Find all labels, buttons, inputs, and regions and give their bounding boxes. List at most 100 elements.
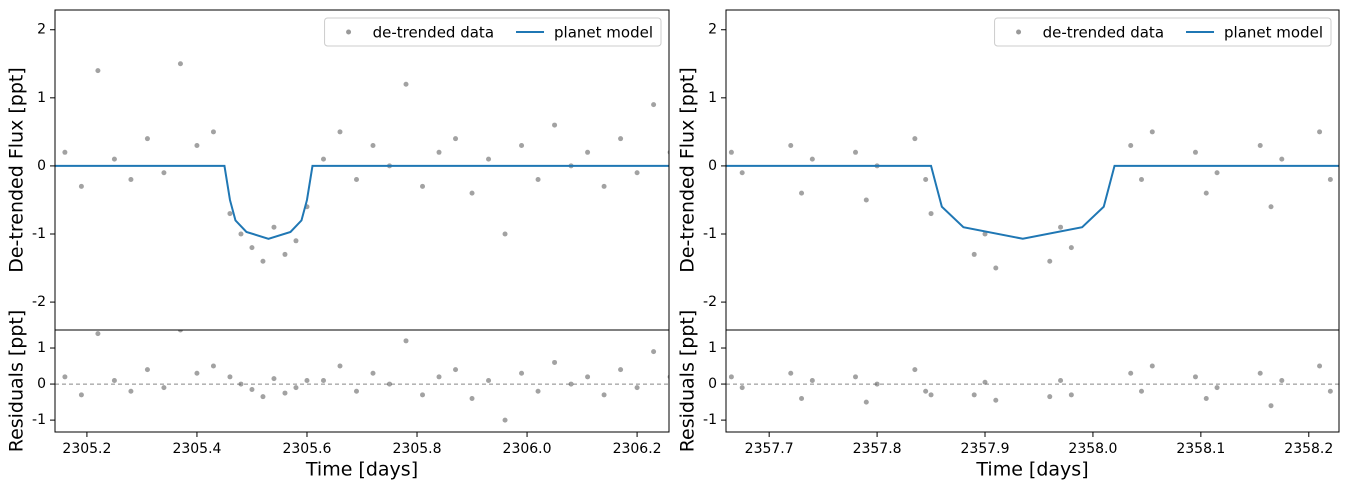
data-point [1214, 385, 1220, 391]
x-tick-label: 2358.1 [1176, 441, 1225, 457]
y-tick-label: 2 [37, 22, 46, 38]
data-point [799, 395, 805, 401]
data-point [971, 392, 977, 398]
y-tick-label: 0 [37, 158, 46, 174]
data-point [161, 385, 167, 391]
data-point [912, 367, 918, 373]
x-tick-label: 2357.7 [745, 441, 794, 457]
y-tick-label: 1 [37, 340, 46, 356]
data-point [728, 374, 734, 380]
data-point [1128, 370, 1134, 376]
y-axis-label: Residuals [ppt] [677, 310, 699, 453]
data-point [260, 394, 266, 400]
data-point [788, 370, 794, 376]
data-point [1317, 129, 1323, 135]
legend-item: de-trended data [1016, 24, 1164, 42]
data-point [469, 190, 475, 196]
data-point [1058, 224, 1064, 230]
plot-area [726, 363, 1339, 409]
data-point [293, 238, 299, 244]
y-axis-label: De-trended Flux [ppt] [677, 67, 699, 273]
data-point [535, 388, 541, 394]
legend-label: de-trended data [1043, 24, 1164, 42]
data-point [144, 367, 150, 373]
data-point [1128, 142, 1134, 148]
data-point [618, 367, 624, 373]
data-point [618, 136, 624, 142]
x-tick-label: 2305.4 [172, 441, 221, 457]
data-point [1268, 204, 1274, 210]
data-point [1327, 388, 1333, 394]
x-tick-label: 2358.2 [1284, 441, 1333, 457]
data-point [144, 136, 150, 142]
x-tick-label: 2357.8 [853, 441, 902, 457]
data-point [799, 190, 805, 196]
y-tick-label: 0 [708, 158, 717, 174]
data-point [1139, 388, 1145, 394]
legend-item: planet model [1186, 24, 1323, 42]
data-point [227, 211, 233, 217]
data-point [62, 374, 68, 380]
data-point [923, 388, 929, 394]
data-point [370, 370, 376, 376]
data-point [601, 183, 607, 189]
plot-area [55, 61, 669, 264]
data-point [420, 183, 426, 189]
y-tick-label: -2 [32, 294, 46, 310]
data-point [486, 377, 492, 383]
data-point [271, 376, 277, 382]
data-point [304, 377, 310, 383]
data-point [863, 399, 869, 405]
data-point [194, 370, 200, 376]
data-point [1214, 170, 1220, 176]
y-tick-label: 0 [708, 376, 717, 392]
data-point [249, 386, 255, 392]
data-point [1058, 377, 1064, 383]
y-tick-label: 0 [37, 376, 46, 392]
data-point [353, 388, 359, 394]
data-point [519, 370, 525, 376]
data-point [111, 156, 117, 162]
y-tick-label: -1 [703, 412, 717, 428]
data-point [370, 142, 376, 148]
data-point [238, 231, 244, 237]
data-point [552, 359, 558, 365]
data-point [552, 122, 558, 128]
y-tick-label: -2 [703, 294, 717, 310]
x-tick-label: 2358.0 [1068, 441, 1117, 457]
legend-item: de-trended data [346, 24, 494, 42]
data-point [568, 381, 574, 387]
data-point [128, 388, 134, 394]
data-point [78, 183, 84, 189]
axes-frame [725, 9, 1340, 331]
data-point [320, 377, 326, 383]
y-axis-label: De-trended Flux [ppt] [6, 67, 28, 273]
legend-label: de-trended data [373, 24, 494, 42]
plot-area [55, 330, 669, 423]
legend-frame [994, 17, 1332, 47]
data-point [809, 156, 815, 162]
data-point [249, 245, 255, 251]
data-point [177, 61, 183, 67]
data-point [912, 136, 918, 142]
data-point [420, 392, 426, 398]
data-point [863, 197, 869, 203]
data-point [739, 170, 745, 176]
x-tick-label: 2306.2 [613, 441, 662, 457]
axes-frame [725, 329, 1340, 433]
data-point [1047, 394, 1053, 400]
data-point [1149, 129, 1155, 135]
data-point [161, 170, 167, 176]
y-tick-label: 1 [37, 90, 46, 106]
data-point [535, 177, 541, 183]
legend-frame [324, 17, 662, 47]
data-point [453, 136, 459, 142]
data-point [1327, 177, 1333, 183]
data-point [1317, 363, 1323, 369]
data-point [95, 331, 101, 337]
x-tick-label: 2306.0 [503, 441, 552, 457]
data-point [667, 374, 669, 380]
data-point [993, 265, 999, 271]
y-tick-label: 1 [708, 340, 717, 356]
y-tick-label: 1 [708, 90, 717, 106]
